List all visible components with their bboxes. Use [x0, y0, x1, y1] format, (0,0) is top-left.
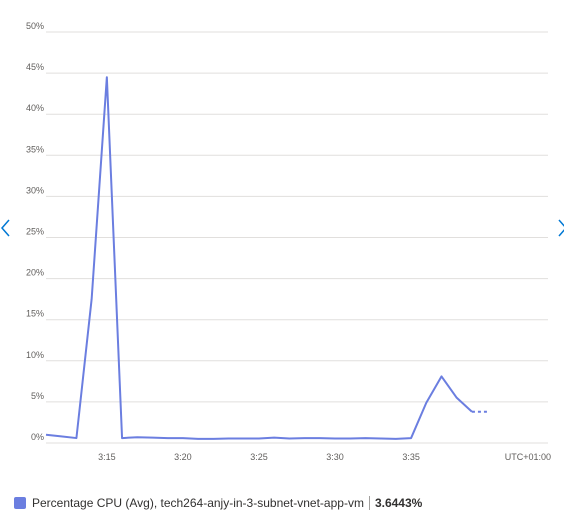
y-tick-label: 35%: [26, 144, 44, 154]
cpu-line-chart: 0% 5% 10% 15% 20% 25% 30% 35% 40% 45% 50% 3:15 3:20 3…: [26, 21, 551, 462]
y-tick-label: 15%: [26, 309, 44, 319]
chevron-left-icon[interactable]: [0, 218, 12, 238]
y-tick-label: 30%: [26, 185, 44, 195]
chart-legend[interactable]: Percentage CPU (Avg), tech264-anjy-in-3-…: [14, 494, 422, 512]
y-tick-label: 0%: [31, 432, 44, 442]
y-tick-label: 50%: [26, 21, 44, 31]
legend-divider: [368, 496, 370, 510]
y-tick-label: 10%: [26, 350, 44, 360]
x-tick-label: 3:35: [402, 452, 420, 462]
y-tick-label: 20%: [26, 268, 44, 278]
legend-swatch: [14, 497, 26, 509]
legend-label: Percentage CPU (Avg), tech264-anjy-in-3-…: [32, 496, 364, 510]
x-tick-label: 3:25: [250, 452, 268, 462]
series-line: [45, 76, 473, 440]
timezone-label: UTC+01:00: [505, 452, 551, 462]
y-tick-label: 40%: [26, 103, 44, 113]
y-tick-label: 5%: [31, 391, 44, 401]
x-tick-label: 3:30: [326, 452, 344, 462]
legend-value: 3.6443%: [374, 496, 423, 510]
y-tick-label: 45%: [26, 62, 44, 72]
y-tick-label: 25%: [26, 227, 44, 237]
x-tick-label: 3:20: [174, 452, 192, 462]
x-tick-label: 3:15: [98, 452, 116, 462]
chevron-right-icon[interactable]: [556, 218, 564, 238]
